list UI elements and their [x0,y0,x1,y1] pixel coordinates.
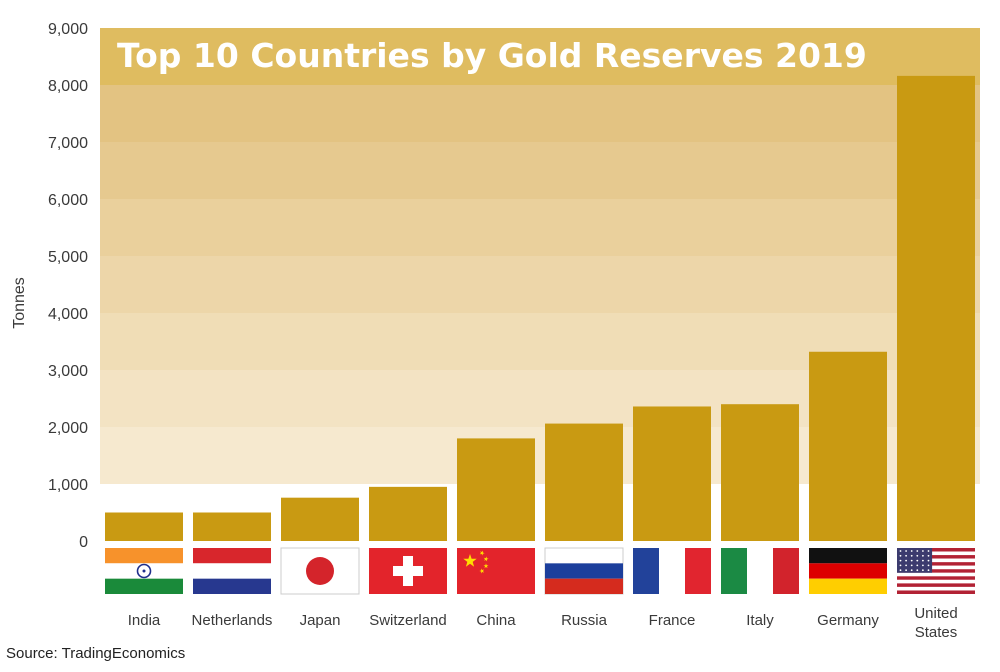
y-tick-label: 1,000 [48,477,88,494]
category-label: Netherlands [192,612,273,629]
bar-japan [281,497,359,541]
y-axis-ticks: 0 1,000 2,000 3,000 4,000 5,000 6,000 7,000 8,00… [48,21,88,551]
chart-title: Top 10 Countries by Gold Reserves 2019 [117,36,867,75]
category-label: China [476,612,516,629]
category-label: Switzerland [369,612,447,629]
category-label: Japan [300,612,341,629]
y-tick-label: 4,000 [48,306,88,323]
y-tick-label: 5,000 [48,249,88,266]
y-tick-label: 6,000 [48,192,88,209]
category-label: Italy [746,612,774,629]
bar-france [633,406,711,541]
category-label: India [128,612,161,629]
category-label: Germany [817,612,879,629]
category-label: France [649,612,696,629]
italy-flag [721,548,799,594]
category-label: Russia [561,612,608,629]
bar-netherlands [193,512,271,541]
category-label: United States [914,605,957,641]
category-labels: India Netherlands Japan Switzerland China Rus… [128,605,958,641]
bar-switzerland [369,486,447,541]
china-flag [457,548,535,594]
india-flag [105,548,183,594]
bars [105,75,975,541]
y-tick-label: 8,000 [48,78,88,95]
netherlands-flag [193,548,271,594]
y-tick-label: 2,000 [48,420,88,437]
background-band [100,85,980,142]
background-band [100,142,980,199]
y-tick-label: 7,000 [48,135,88,152]
japan-flag [280,547,360,595]
background-band [100,256,980,313]
france-flag [633,548,711,594]
bar-india [105,512,183,541]
bar-russia [545,423,623,541]
y-axis-label: Tonnes [11,277,28,329]
usa-flag [897,548,975,594]
background-band [100,199,980,256]
y-tick-label: 9,000 [48,21,88,38]
germany-flag [809,548,887,594]
bar-united-states [897,75,975,541]
y-tick-label: 3,000 [48,363,88,380]
flags [105,547,975,595]
russia-flag [544,547,624,595]
bar-germany [809,351,887,541]
source-note: Source: TradingEconomics [6,645,186,662]
switzerland-flag [369,548,447,594]
bar-china [457,438,535,541]
background-band [100,28,980,85]
bar-italy [721,404,799,541]
y-tick-label: 0 [79,534,88,551]
